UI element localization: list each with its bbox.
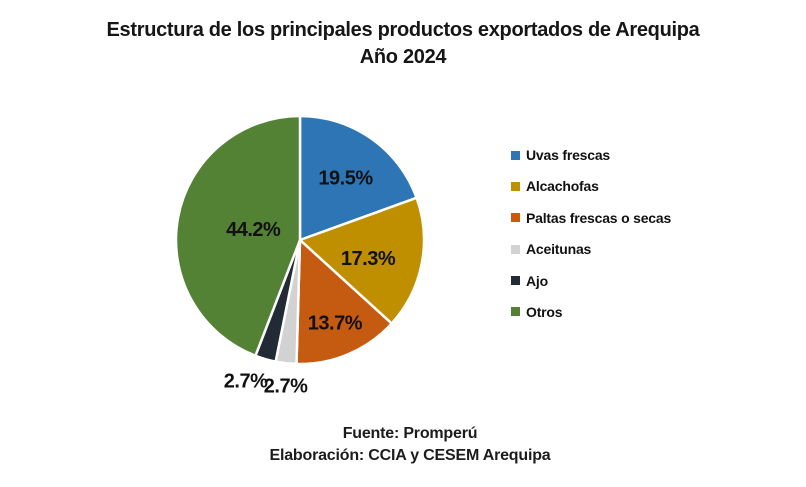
pie-label-uvas-frescas: 19.5% <box>318 167 373 189</box>
legend-item-aceitunas: Aceitunas <box>511 240 671 258</box>
legend-item-alcachofas: Alcachofas <box>511 177 671 195</box>
legend-marker-alcachofas <box>511 181 520 191</box>
legend-label-otros: Otros <box>526 303 563 320</box>
pie-slice-paltas-frescas-o-secas <box>295 238 393 366</box>
pie-slice-alcachofas <box>298 196 426 325</box>
legend-item-otros: Otros <box>511 303 671 321</box>
legend-label-paltas-frescas-o-secas: Paltas frescas o secas <box>526 209 672 226</box>
legend-marker-otros <box>511 307 520 317</box>
pie-label-paltas-frescas-o-secas: 13.7% <box>308 312 363 334</box>
legend-label-alcachofas: Alcachofas <box>526 178 599 195</box>
pie-slice-otros <box>174 114 302 357</box>
chart-title-line1: Estructura de los principales productos … <box>106 19 700 41</box>
pie-label-aceitunas: 2.7% <box>264 375 308 397</box>
legend-label-aceitunas: Aceitunas <box>526 241 592 258</box>
legend-item-ajo: Ajo <box>511 272 671 290</box>
legend-label-ajo: Ajo <box>526 272 548 289</box>
pie-label-ajo: 2.7% <box>224 371 268 393</box>
legend-marker-ajo <box>511 276 520 286</box>
elaboration-text: Elaboración: CCIA y CESEM Arequipa <box>269 447 551 464</box>
legend-marker-paltas-frescas-o-secas <box>511 213 520 223</box>
pie-label-alcachofas: 17.3% <box>341 248 396 270</box>
chart-footer: Fuente: Promperú Elaboración: CCIA y CES… <box>0 423 806 467</box>
chart-title: Estructura de los principales productos … <box>0 17 806 71</box>
pie-slice-uvas-frescas <box>298 114 418 242</box>
legend-label-uvas-frescas: Uvas frescas <box>526 147 610 163</box>
chart-title-line2: Año 2024 <box>359 46 447 68</box>
legend-marker-aceitunas <box>511 244 520 254</box>
legend: Uvas frescas Alcachofas Paltas frescas o s… <box>511 146 671 334</box>
legend-marker-uvas-frescas <box>511 150 520 160</box>
pie-label-otros: 44.2% <box>226 219 281 241</box>
legend-item-paltas-frescas-o-secas: Paltas frescas o secas <box>511 209 671 227</box>
legend-item-uvas-frescas: Uvas frescas <box>511 146 671 164</box>
source-text: Fuente: Promperú <box>342 425 478 442</box>
